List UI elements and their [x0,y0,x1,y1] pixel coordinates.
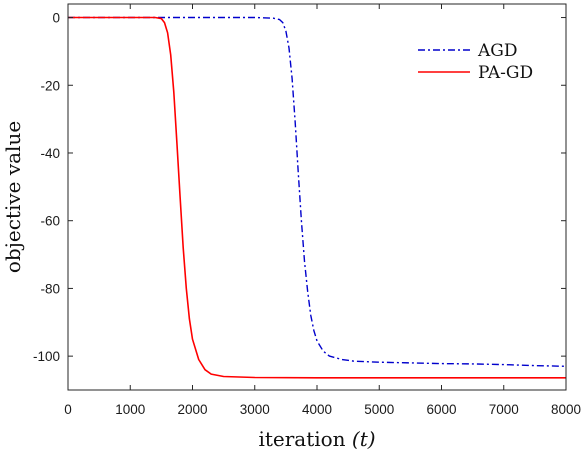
x-tick-label: 6000 [426,402,456,417]
x-axis-title: iteration (t) [258,427,375,451]
x-tick-label: 2000 [177,402,207,417]
legend-box [410,36,560,86]
y-tick-label: -80 [40,281,60,296]
x-tick-label: 1000 [115,402,145,417]
x-tick-label: 4000 [302,402,332,417]
x-tick-label: 8000 [551,402,581,417]
series-line-agd [68,16,567,367]
series-layer [68,16,567,379]
x-axis-title-main: iteration [258,427,345,451]
y-tick-label: -100 [33,349,60,364]
legend-label-pagd: PA-GD [478,63,533,83]
y-tick-label: -20 [40,78,60,93]
y-tick-label: 0 [52,11,60,26]
x-tick-label: 0 [64,402,72,417]
x-tick-label: 5000 [364,402,394,417]
x-tick-label: 3000 [240,402,270,417]
ticks-layer: 0 1000 2000 3000 4000 5000 6000 7000 8000 0 -20 -40… [33,4,581,417]
y-axis-title: objective value [1,121,25,273]
y-tick-label: -40 [40,146,60,161]
y-tick-label: -60 [40,214,60,229]
legend: AGD PA-GD [410,36,560,86]
x-tick-label: 7000 [489,402,519,417]
x-axis-title-var: (t) [352,427,376,451]
series-line-pagd [68,16,566,379]
legend-label-agd: AGD [477,41,518,61]
